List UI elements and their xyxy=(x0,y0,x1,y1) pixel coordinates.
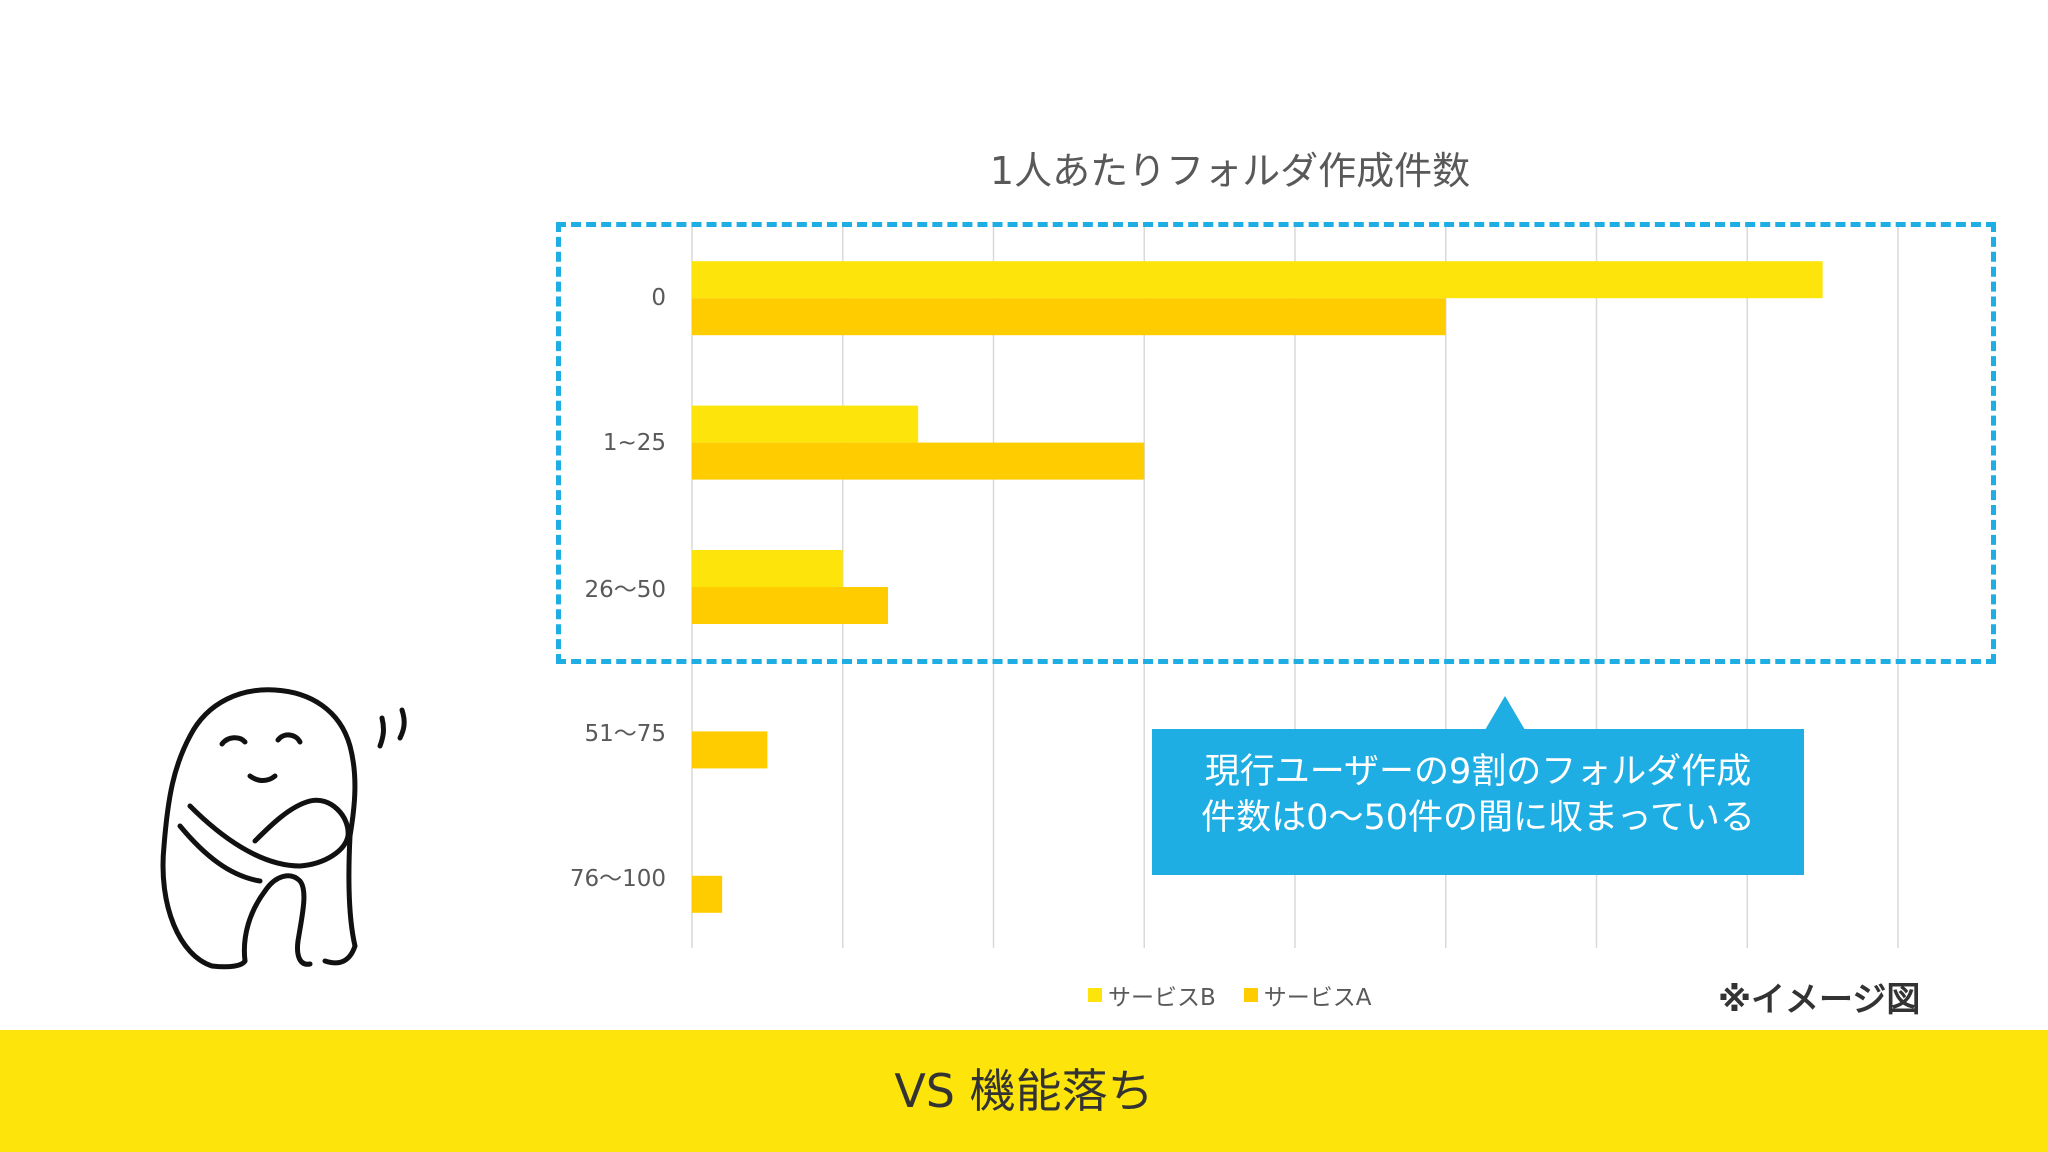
bar-series-a-1 xyxy=(692,442,1145,480)
footer-band xyxy=(0,1030,2048,1152)
legend-label-series-a: サービスA xyxy=(1263,985,1372,1011)
category-label-4: 76〜100 xyxy=(569,865,666,892)
bar-series-a-4 xyxy=(692,875,723,913)
legend-swatch-series-a xyxy=(1243,988,1258,1002)
category-label-1: 1~25 xyxy=(602,429,666,456)
legend-item-series-a: サービスA xyxy=(1243,978,1372,1012)
bar-series-a-0 xyxy=(692,298,1446,336)
chart-legend: サービスB サービスA xyxy=(1088,978,1372,1012)
image-note: ※イメージ図 xyxy=(1718,980,1921,1020)
legend-label-series-b: サービスB xyxy=(1108,985,1216,1011)
hugging-knees-figure-icon xyxy=(160,687,407,970)
callout-box: 現行ユーザーの9割のフォルダ作成 件数は0〜50件の間に収まっている xyxy=(1152,729,1804,875)
category-label-3: 51〜75 xyxy=(584,721,666,748)
category-label-0: 0 xyxy=(651,285,666,312)
bar-series-b-0 xyxy=(692,261,1823,299)
chart-title: 1人あたりフォルダ作成件数 xyxy=(989,149,1471,193)
category-label-2: 26〜50 xyxy=(584,577,666,603)
callout-arrow xyxy=(1485,696,1525,730)
bar-series-a-2 xyxy=(692,587,888,624)
highlight-box xyxy=(556,222,1996,664)
legend-item-series-b: サービスB xyxy=(1088,978,1216,1012)
callout-line-1: 現行ユーザーの9割のフォルダ作成 xyxy=(1204,752,1752,792)
callout-line-2: 件数は0〜50件の間に収まっている xyxy=(1201,798,1755,838)
bar-series-b-1 xyxy=(692,405,919,443)
bar-series-b-2 xyxy=(692,550,843,587)
bar-series-a-3 xyxy=(692,731,768,769)
legend-swatch-series-b xyxy=(1088,988,1102,1002)
footer-text: VS 機能落ち xyxy=(894,1064,1154,1118)
